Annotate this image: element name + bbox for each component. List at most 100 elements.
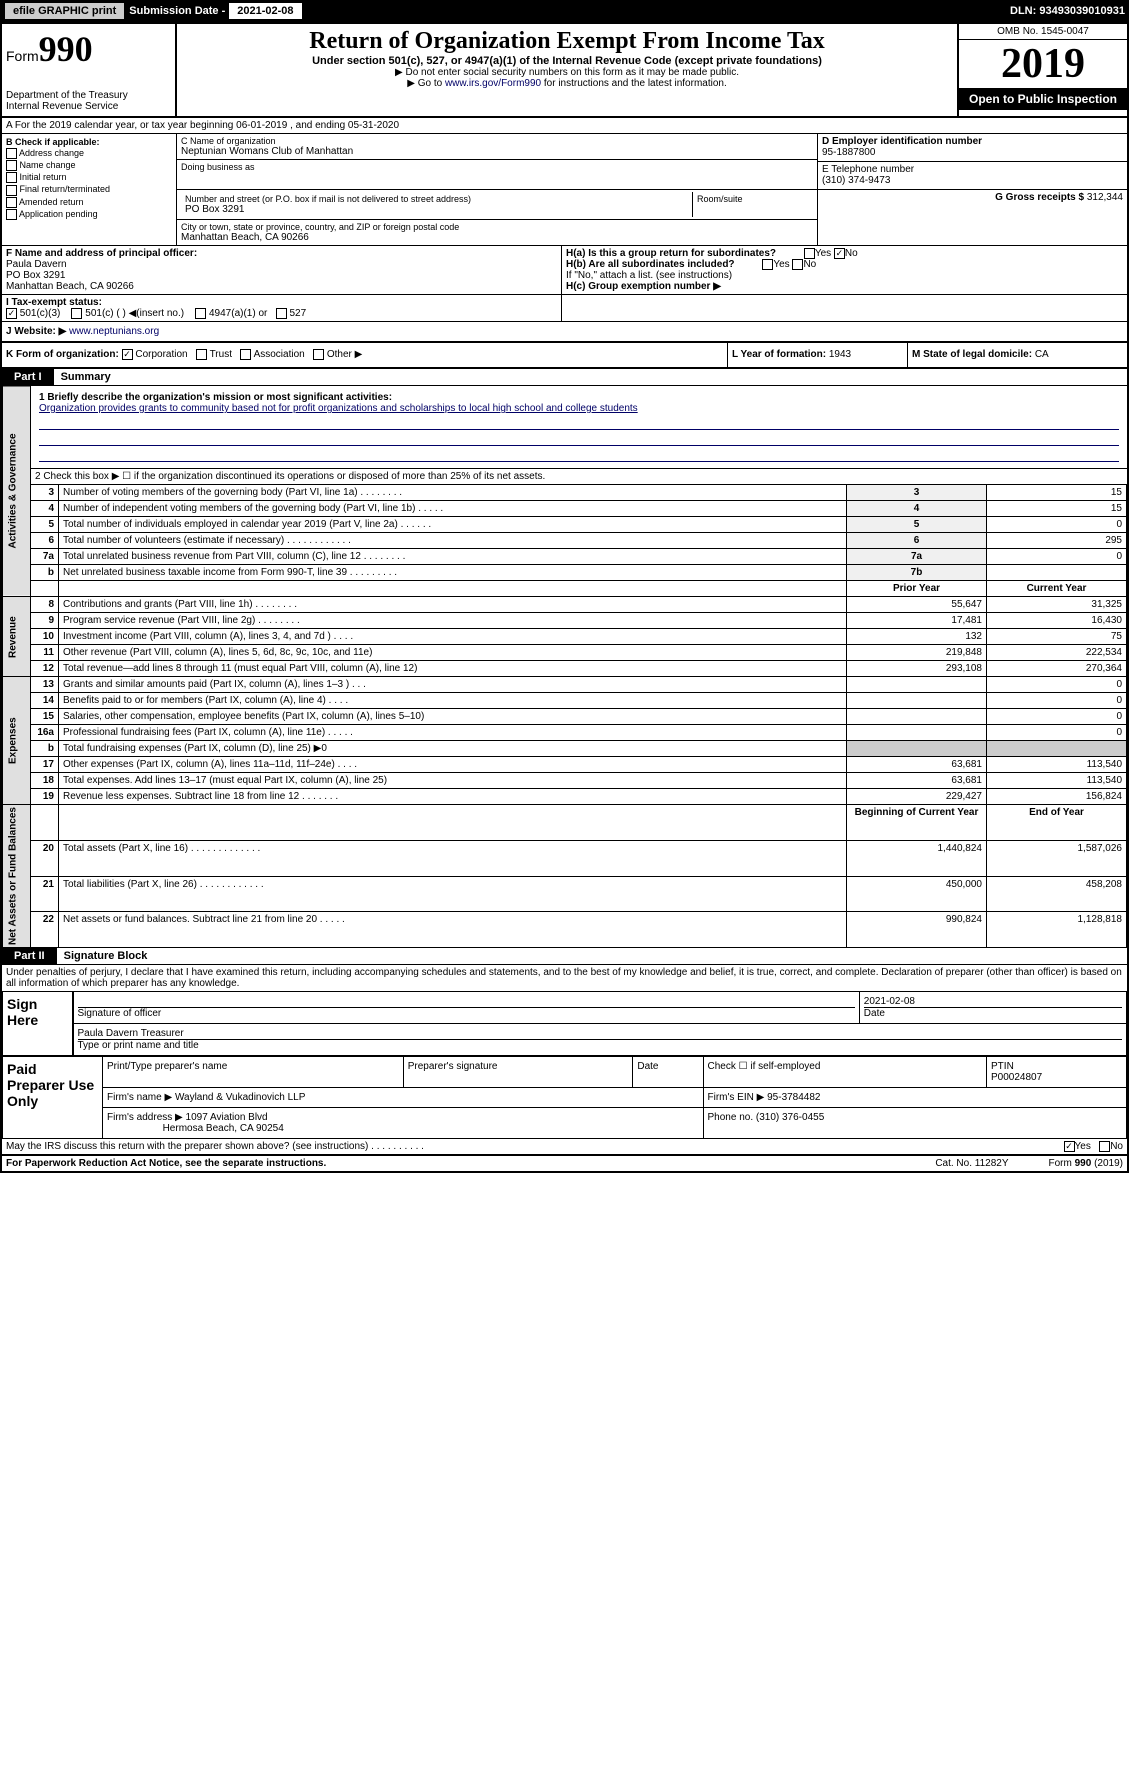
- part2-badge: Part II: [2, 948, 57, 964]
- current-year-hdr: Current Year: [987, 581, 1127, 597]
- ha-label: H(a) Is this a group return for subordin…: [566, 248, 776, 259]
- mission-label: 1 Briefly describe the organization's mi…: [39, 392, 392, 403]
- chk-trust[interactable]: [196, 349, 207, 360]
- chk-name-change[interactable]: [6, 160, 17, 171]
- firm-addr: 1097 Aviation Blvd: [186, 1112, 268, 1123]
- officer-name: Paula Davern: [6, 259, 67, 270]
- form-number: 990: [39, 29, 93, 69]
- fgh-row: F Name and address of principal officer:…: [2, 246, 1127, 295]
- chk-corporation[interactable]: [122, 349, 133, 360]
- form-prefix: Form: [6, 48, 39, 64]
- firm-ein-label: Firm's EIN ▶: [708, 1092, 768, 1103]
- firm-city: Hermosa Beach, CA 90254: [163, 1123, 284, 1134]
- chk-discuss-yes[interactable]: [1064, 1141, 1075, 1152]
- prior-year-hdr: Prior Year: [847, 581, 987, 597]
- m-value: CA: [1035, 349, 1049, 360]
- website-row: J Website: ▶ www.neptunians.org: [2, 322, 1127, 343]
- ptin-label: PTIN: [991, 1061, 1014, 1072]
- chk-initial-return[interactable]: [6, 172, 17, 183]
- phone-value: (310) 376-0455: [756, 1112, 824, 1123]
- officer-addr: PO Box 3291: [6, 270, 65, 281]
- chk-amended-return[interactable]: [6, 197, 17, 208]
- sig-date-value: 2021-02-08: [864, 996, 915, 1007]
- chk-ha-yes[interactable]: [804, 248, 815, 259]
- firm-ein: 95-3784482: [767, 1092, 820, 1103]
- part2-header: Part II Signature Block: [2, 948, 1127, 965]
- form-ref: Form 990 (2019): [1049, 1158, 1123, 1169]
- part1-header: Part I Summary: [2, 369, 1127, 386]
- chk-501c[interactable]: [71, 308, 82, 319]
- sig-date-label: Date: [864, 1007, 1122, 1019]
- chk-application-pending[interactable]: [6, 209, 17, 220]
- part2-title: Signature Block: [60, 948, 152, 964]
- chk-hb-no[interactable]: [792, 259, 803, 270]
- sig-officer-label: Signature of officer: [78, 1007, 855, 1019]
- col-c-org-info: C Name of organization Neptunian Womans …: [177, 134, 817, 245]
- firm-name: Wayland & Vukadinovich LLP: [175, 1092, 305, 1103]
- tax-status-row: I Tax-exempt status: 501(c)(3) 501(c) ( …: [2, 295, 1127, 322]
- perjury-note: Under penalties of perjury, I declare th…: [2, 965, 1127, 991]
- chk-hb-yes[interactable]: [762, 259, 773, 270]
- chk-527[interactable]: [276, 308, 287, 319]
- chk-501c3[interactable]: [6, 308, 17, 319]
- chk-discuss-no[interactable]: [1099, 1141, 1110, 1152]
- website-label: J Website: ▶: [6, 326, 69, 337]
- chk-4947[interactable]: [195, 308, 206, 319]
- paid-preparer-label: Paid Preparer Use Only: [3, 1057, 103, 1139]
- ein-label: D Employer identification number: [822, 136, 982, 147]
- col-b-checkboxes: B Check if applicable: Address change Na…: [2, 134, 177, 245]
- form-title: Return of Organization Exempt From Incom…: [181, 28, 953, 55]
- goto-prefix: ▶ Go to: [407, 78, 445, 89]
- k-label: K Form of organization:: [6, 350, 119, 361]
- ptin-value: P00024807: [991, 1072, 1042, 1083]
- dba-label: Doing business as: [181, 162, 813, 172]
- sidelabel-expenses: Expenses: [3, 677, 31, 805]
- sidelabel-revenue: Revenue: [3, 597, 31, 677]
- hb-note: If "No," attach a list. (see instruction…: [566, 270, 1123, 281]
- submission-label: Submission Date -: [129, 5, 225, 17]
- preparer-name-col: Print/Type preparer's name: [103, 1057, 404, 1088]
- chk-address-change[interactable]: [6, 148, 17, 159]
- gross-value: 312,344: [1087, 192, 1123, 203]
- phone-label: Phone no.: [708, 1112, 756, 1123]
- chk-final-return[interactable]: [6, 185, 17, 196]
- hc-label: H(c) Group exemption number ▶: [566, 281, 721, 292]
- discuss-text: May the IRS discuss this return with the…: [6, 1141, 424, 1152]
- dln-number: DLN: 93493039010931: [1010, 5, 1125, 17]
- end-year-hdr: End of Year: [987, 805, 1127, 841]
- preparer-sig-col: Preparer's signature: [403, 1057, 633, 1088]
- website-link[interactable]: www.neptunians.org: [69, 326, 159, 337]
- form-header: Form990 Department of the Treasury Inter…: [2, 24, 1127, 118]
- form-990: Form990 Department of the Treasury Inter…: [0, 22, 1129, 1173]
- org-address: PO Box 3291: [185, 204, 688, 215]
- officer-label: F Name and address of principal officer:: [6, 248, 197, 259]
- part1-badge: Part I: [2, 369, 54, 385]
- department-label: Department of the Treasury Internal Reve…: [6, 90, 171, 112]
- city-label: City or town, state or province, country…: [181, 222, 813, 232]
- org-city: Manhattan Beach, CA 90266: [181, 232, 813, 243]
- sign-here-label: Sign Here: [3, 992, 73, 1056]
- name-title-label: Type or print name and title: [78, 1039, 1123, 1051]
- top-bar: efile GRAPHIC print Submission Date - 20…: [0, 0, 1129, 22]
- ein-value: 95-1887800: [822, 147, 875, 158]
- footer-row: For Paperwork Reduction Act Notice, see …: [2, 1156, 1127, 1171]
- sidelabel-governance: Activities & Governance: [3, 386, 31, 597]
- chk-other[interactable]: [313, 349, 324, 360]
- org-name-label: C Name of organization: [181, 136, 813, 146]
- col-b-label: B Check if applicable:: [6, 137, 100, 147]
- form-subtitle-2: ▶ Do not enter social security numbers o…: [181, 67, 953, 78]
- klm-row: K Form of organization: Corporation Trus…: [2, 343, 1127, 368]
- line2-text: 2 Check this box ▶ ☐ if the organization…: [31, 469, 1127, 485]
- sidelabel-netassets: Net Assets or Fund Balances: [3, 805, 31, 948]
- irs-link[interactable]: www.irs.gov/Form990: [445, 78, 541, 89]
- room-label: Room/suite: [693, 192, 813, 217]
- chk-association[interactable]: [240, 349, 251, 360]
- paid-preparer-table: Paid Preparer Use Only Print/Type prepar…: [2, 1056, 1127, 1139]
- cat-number: Cat. No. 11282Y: [935, 1158, 1008, 1169]
- chk-ha-no[interactable]: [834, 248, 845, 259]
- beg-year-hdr: Beginning of Current Year: [847, 805, 987, 841]
- self-employed-col: Check ☐ if self-employed: [703, 1057, 987, 1088]
- mission-text[interactable]: Organization provides grants to communit…: [39, 403, 638, 414]
- l-value: 1943: [829, 349, 851, 360]
- efile-button[interactable]: efile GRAPHIC print: [4, 2, 125, 20]
